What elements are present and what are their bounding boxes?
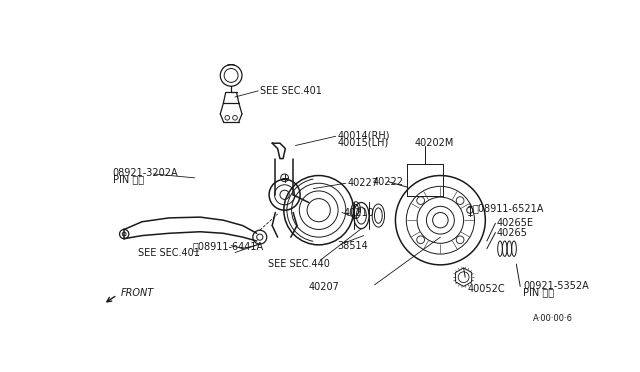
Text: 40207: 40207: [308, 282, 339, 292]
Text: 40052C: 40052C: [467, 285, 505, 295]
Text: 40265E: 40265E: [497, 218, 534, 228]
Text: 40015(LH): 40015(LH): [337, 137, 388, 147]
Text: 38514: 38514: [337, 241, 368, 251]
Text: 40014(RH): 40014(RH): [337, 131, 390, 141]
Text: 40265: 40265: [497, 228, 528, 237]
Text: ⓝ08911-6441A: ⓝ08911-6441A: [193, 241, 264, 251]
Text: PIN ピン: PIN ピン: [524, 288, 554, 298]
Text: SEE SEC.401: SEE SEC.401: [260, 86, 322, 96]
Text: 40210: 40210: [344, 208, 374, 218]
Text: 40227: 40227: [348, 178, 378, 188]
Text: 40202M: 40202M: [415, 138, 454, 148]
Text: 40222: 40222: [373, 177, 404, 187]
Text: 00921-5352A: 00921-5352A: [524, 282, 589, 291]
Text: PIN ピン: PIN ピン: [113, 174, 143, 185]
Text: A·00·00·6: A·00·00·6: [533, 314, 573, 323]
Text: SEE SEC.440: SEE SEC.440: [268, 259, 330, 269]
Text: FRONT: FRONT: [120, 288, 154, 298]
Text: ⓝ08911-6521A: ⓝ08911-6521A: [472, 203, 543, 213]
Text: 08921-3202A: 08921-3202A: [113, 168, 178, 178]
Text: SEE SEC.401: SEE SEC.401: [138, 247, 200, 257]
